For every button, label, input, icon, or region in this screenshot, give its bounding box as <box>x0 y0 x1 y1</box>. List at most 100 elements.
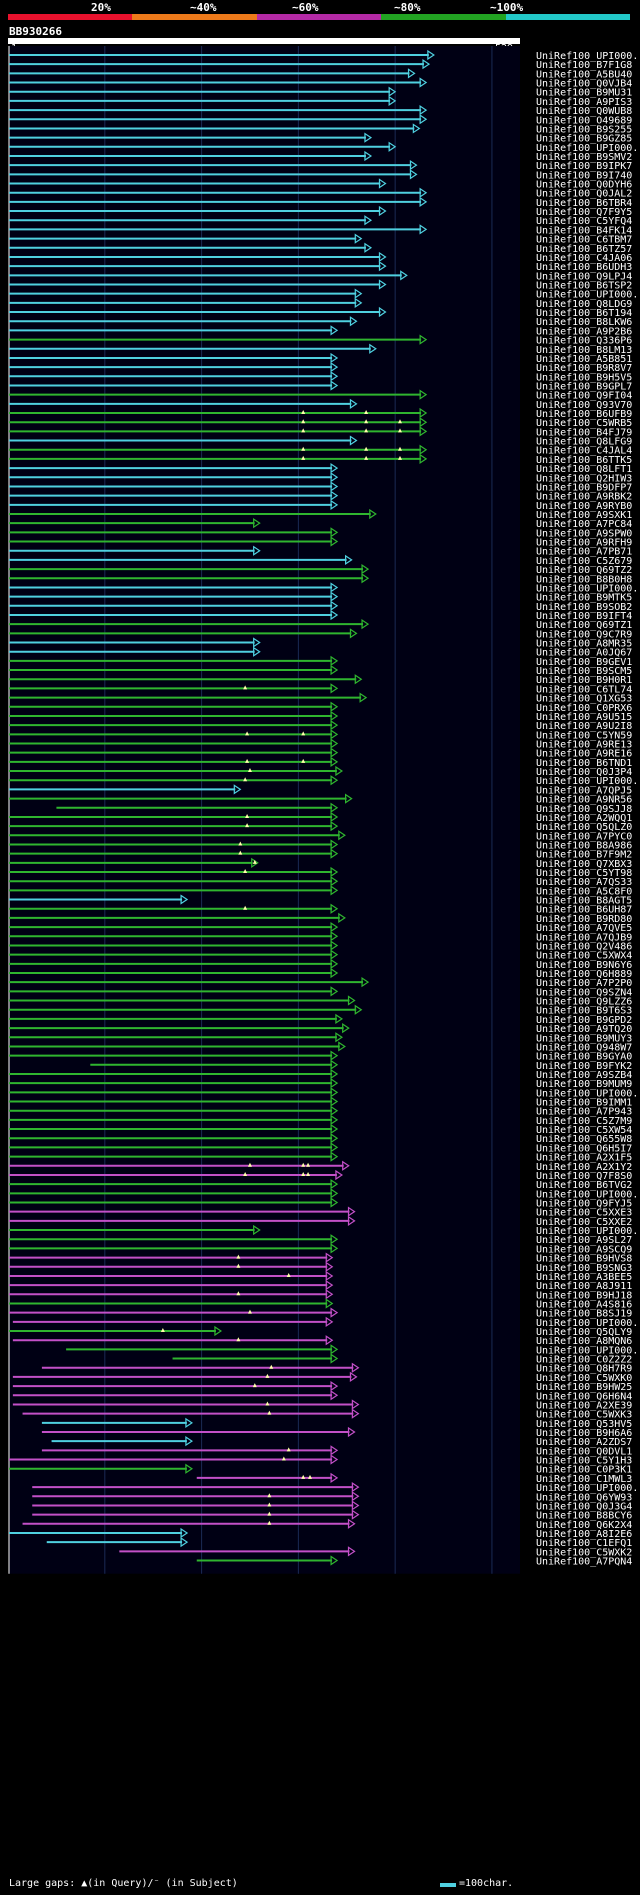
query-gap-marker <box>301 1171 306 1176</box>
query-gap-marker <box>306 1162 311 1167</box>
query-gap-marker <box>364 455 369 460</box>
hit-label: UniRef100_A2WQQ1 <box>536 813 632 824</box>
query-gap-marker <box>301 758 306 763</box>
hit-label: UniRef100_C5WRB5 <box>536 418 632 429</box>
query-gap-marker <box>281 1456 286 1461</box>
hit-label: UniRef100_B6T194 <box>536 308 632 319</box>
hit-arrowhead <box>330 1059 339 1070</box>
hit-label: UniRef100_Q2V486 <box>536 941 632 952</box>
hit-arrowhead <box>214 1325 223 1337</box>
hit-label: UniRef100_A9P2B6 <box>536 326 632 337</box>
hit-arrowhead <box>330 1390 339 1401</box>
color-scale-segment <box>505 14 631 20</box>
hit-label: UniRef100_B9GYA0 <box>536 1052 632 1063</box>
hit-arrowhead <box>330 1105 339 1116</box>
hit-arrowhead <box>330 1445 339 1456</box>
identity-tick-60: ~60% <box>292 1 319 14</box>
hit-arrowhead <box>330 848 339 859</box>
hit-label: UniRef100_B4FJ79 <box>536 427 632 438</box>
hit-label: UniRef100_C6TBM7 <box>536 235 632 246</box>
hit-label: UniRef100_B9H5V5 <box>536 372 632 383</box>
hit-label: UniRef100_B9HJ18 <box>536 1290 632 1301</box>
query-gap-marker <box>286 1447 291 1452</box>
hit-label: UniRef100_C0Z2Z2 <box>536 1355 632 1366</box>
hit-arrowhead <box>351 1491 360 1502</box>
hit-label: UniRef100_O49689 <box>536 115 632 126</box>
hit-label: UniRef100_Q9SJJ8 <box>536 804 632 815</box>
hit-arrowhead <box>330 536 339 547</box>
color-scale-segment <box>381 14 506 20</box>
hit-label: UniRef100_C5XXE3 <box>536 1208 632 1219</box>
hit-label: UniRef100_C5YN59 <box>536 730 632 741</box>
hit-label: UniRef100_Q69TZ1 <box>536 620 632 631</box>
hit-arrowhead <box>330 655 339 667</box>
identity-color-bar <box>8 14 631 20</box>
hit-label: UniRef100_B6TBR4 <box>536 198 632 209</box>
hit-arrowhead <box>330 1151 339 1162</box>
hit-label: UniRef100_B9T6S3 <box>536 1006 632 1017</box>
hit-arrowhead <box>330 811 339 823</box>
hit-arrowhead <box>419 196 428 208</box>
hit-label: UniRef100_UPI000... <box>536 1318 640 1329</box>
query-gap-marker <box>243 1171 248 1176</box>
hit-arrowhead <box>330 371 339 382</box>
hit-arrowhead <box>325 1316 334 1327</box>
hit-arrowhead <box>409 169 418 180</box>
query-gap-marker <box>236 1291 241 1296</box>
identity-tick-80: ~80% <box>394 1 421 14</box>
hit-arrowhead <box>330 701 339 712</box>
hit-arrowhead <box>338 1041 346 1052</box>
query-gap-marker <box>252 1383 257 1388</box>
hit-label: UniRef100_Q0J3G4 <box>536 1501 632 1512</box>
hit-arrowhead <box>354 1004 363 1015</box>
hit-label: UniRef100_B9HW25 <box>536 1382 632 1393</box>
hit-label: UniRef100_A9SZB4 <box>536 1070 632 1081</box>
hit-arrowhead <box>330 747 339 758</box>
hit-arrowhead <box>330 940 339 951</box>
scale-bar-label: =100char. <box>459 1878 514 1889</box>
hit-label: UniRef100_A8I2E6 <box>536 1529 632 1540</box>
query-bar <box>8 38 520 44</box>
identity-tick-100: ~100% <box>490 1 524 14</box>
query-gap-marker <box>267 1493 272 1498</box>
query-gap-marker <box>286 1272 291 1277</box>
hit-arrowhead <box>345 793 353 804</box>
query-gap-marker <box>301 731 306 736</box>
hit-arrowhead <box>330 802 339 813</box>
hit-arrowhead <box>330 710 339 722</box>
hit-arrowhead <box>185 1436 193 1447</box>
hit-arrowhead <box>378 261 387 272</box>
query-gap-marker <box>243 869 248 874</box>
hit-arrowhead <box>330 986 339 997</box>
hit-arrowhead <box>330 1133 339 1144</box>
hit-arrowhead <box>330 1123 339 1135</box>
hit-label: UniRef100_B8LM13 <box>536 345 632 356</box>
hit-arrowhead <box>330 462 339 474</box>
query-gap-marker <box>243 777 248 782</box>
hit-label: UniRef100_A9SXK1 <box>536 510 632 521</box>
query-gap-marker <box>236 1263 241 1268</box>
hit-label: UniRef100_A5BU40 <box>536 69 632 80</box>
hit-arrowhead <box>354 674 363 685</box>
hit-arrowhead <box>330 609 339 621</box>
hit-arrowhead <box>419 187 428 198</box>
hit-label: UniRef100_B9I740 <box>536 170 632 181</box>
hit-label: UniRef100_A7QJB9 <box>536 932 632 943</box>
query-gap-marker <box>247 1309 252 1314</box>
hit-arrowhead <box>330 820 339 832</box>
hit-arrowhead <box>330 876 339 887</box>
hit-arrowhead <box>330 1243 339 1254</box>
query-gap-marker <box>238 850 243 855</box>
query-gap-marker <box>265 1401 270 1406</box>
hit-arrowhead <box>419 114 428 125</box>
hit-arrowhead <box>378 178 387 189</box>
hit-label: UniRef100_B8A986 <box>536 840 632 851</box>
hit-label: UniRef100_Q9SZN4 <box>536 987 632 998</box>
hit-arrowhead <box>330 729 339 740</box>
hit-arrowhead <box>335 765 344 777</box>
hit-arrowhead <box>345 554 353 566</box>
hit-label: UniRef100_B9H0R1 <box>536 675 632 686</box>
hit-arrowhead <box>351 1408 360 1419</box>
hit-label: UniRef100_Q336P6 <box>536 336 632 347</box>
hit-label: UniRef100_C5YFQ4 <box>536 216 632 227</box>
